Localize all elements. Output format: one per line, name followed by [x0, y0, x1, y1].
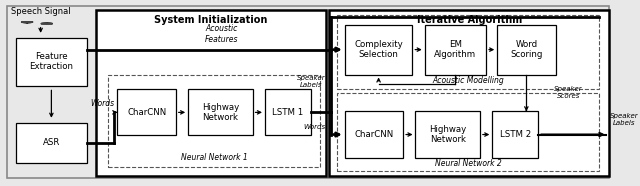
- Bar: [265, 89, 311, 135]
- Text: Words: Words: [303, 124, 325, 130]
- Bar: [96, 10, 326, 176]
- Text: LSTM 2: LSTM 2: [500, 130, 531, 139]
- Text: Complexity
Selection: Complexity Selection: [354, 40, 403, 59]
- Polygon shape: [41, 23, 52, 24]
- Text: Highway
Network: Highway Network: [202, 103, 239, 122]
- Text: Speaker
Labels: Speaker Labels: [610, 113, 638, 126]
- Bar: [330, 10, 609, 176]
- Text: Neural Network 1: Neural Network 1: [181, 153, 248, 162]
- Bar: [16, 123, 86, 163]
- Bar: [337, 93, 598, 171]
- Text: Speaker
Scores: Speaker Scores: [554, 86, 582, 100]
- Bar: [497, 25, 556, 75]
- Text: Neural Network 2: Neural Network 2: [435, 159, 501, 168]
- Text: System Initialization: System Initialization: [154, 15, 268, 25]
- Text: EM
Algorithm: EM Algorithm: [435, 40, 476, 59]
- Bar: [117, 89, 176, 135]
- Text: CharCNN: CharCNN: [355, 130, 394, 139]
- Text: Highway
Network: Highway Network: [429, 125, 467, 144]
- Polygon shape: [22, 22, 33, 23]
- Text: Acoustic
Features: Acoustic Features: [205, 24, 239, 44]
- Text: Word
Scoring: Word Scoring: [510, 40, 543, 59]
- Text: Acoustic Modelling: Acoustic Modelling: [432, 76, 504, 85]
- Text: CharCNN: CharCNN: [127, 108, 166, 117]
- Bar: [16, 38, 86, 86]
- Bar: [492, 111, 538, 158]
- Text: Speech Signal: Speech Signal: [11, 7, 70, 16]
- Text: Iterative Algorithm: Iterative Algorithm: [417, 15, 522, 25]
- Text: Feature
Extraction: Feature Extraction: [29, 52, 74, 71]
- Bar: [188, 89, 253, 135]
- Bar: [337, 15, 598, 89]
- Text: ASR: ASR: [43, 138, 60, 147]
- Bar: [345, 111, 403, 158]
- Bar: [345, 25, 412, 75]
- Bar: [415, 111, 480, 158]
- Bar: [425, 25, 486, 75]
- Text: LSTM 1: LSTM 1: [273, 108, 303, 117]
- Text: Words: Words: [90, 99, 114, 108]
- Bar: [108, 75, 320, 167]
- Text: Speaker
Labels: Speaker Labels: [296, 75, 325, 87]
